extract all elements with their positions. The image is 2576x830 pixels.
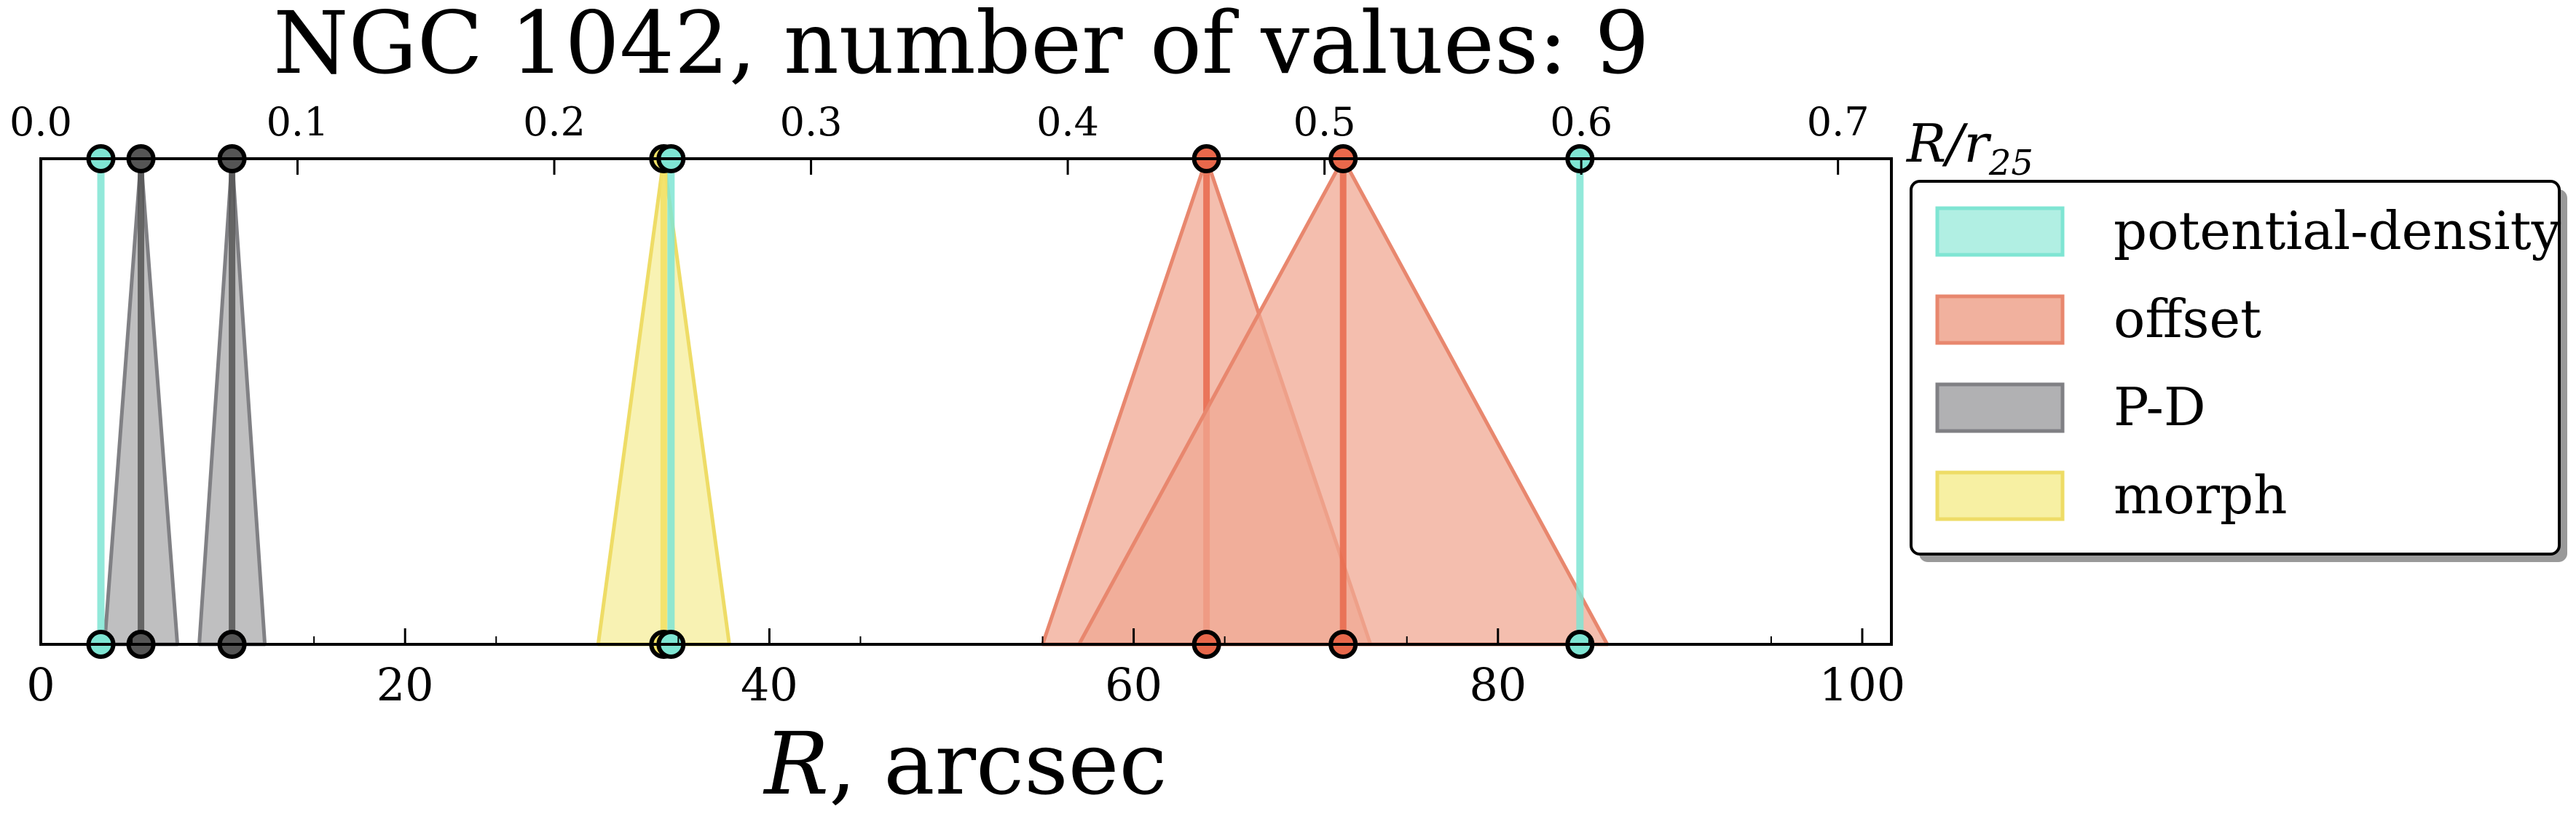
top-tick-label-4: 0.4 [1036, 99, 1099, 145]
x-axis-label-rest: , arcsec [829, 714, 1167, 814]
x-tick-label-40: 40 [741, 658, 798, 711]
top-x-axis: 0.0 0.1 0.2 0.3 0.4 0.5 0.6 0.7 [9, 99, 1870, 175]
top-x-axis-label-base: R/r [1905, 113, 1991, 174]
x-tick-label-20: 20 [377, 658, 434, 711]
top-tick-label-1: 0.1 [267, 99, 329, 145]
legend-label-morph: morph [2114, 465, 2288, 526]
top-tick-label-6: 0.6 [1550, 99, 1612, 145]
legend-swatch-offset [1935, 294, 2065, 345]
legend-label-offset: offset [2114, 288, 2261, 349]
top-tick-label-5: 0.5 [1293, 99, 1356, 145]
top-tick-label-2: 0.2 [523, 99, 586, 145]
plot-frame [39, 157, 1893, 646]
x-tick-label-100: 100 [1819, 658, 1905, 711]
chart-title: NGC 1042, number of values: 9 [273, 0, 1650, 93]
legend: potential-density offset P-D morph [1910, 180, 2567, 562]
legend-label-p-d: P-D [2114, 376, 2206, 438]
legend-swatch-potential-density [1935, 206, 2065, 257]
x-axis-label-symbol: R [763, 714, 829, 814]
bottom-x-axis: 0 20 40 60 80 100 [26, 628, 1905, 711]
x-tick-label-0: 0 [26, 658, 55, 711]
x-axis-label: R, arcsec [763, 714, 1167, 814]
x-tick-label-80: 80 [1469, 658, 1527, 711]
top-x-axis-label-subscript: 25 [1988, 143, 2033, 183]
top-x-axis-label: R/r25 [1905, 113, 2033, 183]
top-tick-label-7: 0.7 [1807, 99, 1870, 145]
x-tick-label-60: 60 [1105, 658, 1162, 711]
legend-box [1910, 180, 2561, 556]
legend-items: potential-density offset P-D morph [1935, 200, 2561, 526]
legend-swatch-morph [1935, 470, 2065, 521]
plot-area [86, 144, 1610, 659]
top-tick-label-0: 0.0 [9, 99, 72, 145]
top-tick-label-3: 0.3 [780, 99, 843, 145]
legend-label-potential-density: potential-density [2114, 200, 2561, 261]
legend-swatch-p-d [1935, 382, 2065, 433]
